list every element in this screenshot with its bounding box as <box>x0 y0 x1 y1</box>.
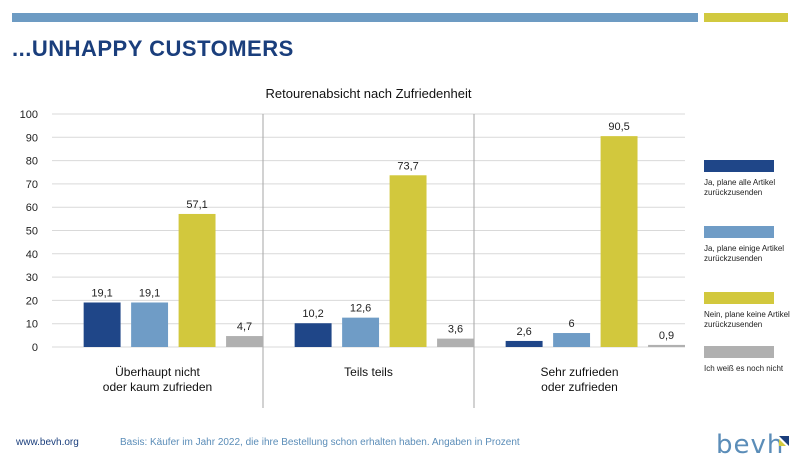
y-tick-label: 0 <box>32 342 38 354</box>
category-label: Überhaupt nicht oder kaum zufrieden <box>103 365 212 394</box>
bar <box>437 338 474 347</box>
legend-swatch <box>704 346 774 358</box>
bar <box>131 302 169 347</box>
page-title: ...UNHAPPY CUSTOMERS <box>12 36 294 61</box>
chart-title: Retourenabsicht nach Zufriedenheit <box>266 86 472 101</box>
data-label: 90,5 <box>608 121 629 133</box>
legend-label: Ich weiß es noch nicht <box>704 364 784 373</box>
category-label: Sehr zufrieden oder zufrieden <box>540 365 618 394</box>
bar <box>553 333 591 347</box>
top-accent-bar-yellow <box>704 13 788 22</box>
y-tick-label: 60 <box>26 202 38 214</box>
bar <box>389 175 427 347</box>
y-tick-label: 70 <box>26 179 38 191</box>
data-label: 0,9 <box>659 330 674 342</box>
bar <box>600 136 638 347</box>
legend-swatch <box>704 292 774 304</box>
legend-swatch <box>704 160 774 172</box>
bevh-logo: bevh <box>716 430 785 460</box>
data-label: 19,1 <box>139 287 160 299</box>
bar <box>226 336 263 347</box>
data-label: 19,1 <box>91 287 112 299</box>
data-label: 12,6 <box>350 303 371 315</box>
category-label: Teils teils <box>344 365 393 379</box>
data-label: 73,7 <box>397 160 418 172</box>
y-tick-label: 50 <box>26 226 38 238</box>
legend-item: Ja, plane einige Artikel zurückzusenden <box>704 226 794 264</box>
bar <box>178 213 216 347</box>
data-label: 4,7 <box>237 321 252 333</box>
bar <box>648 344 685 347</box>
legend-swatch <box>704 226 774 238</box>
legend-label: Ja, plane alle Artikel zurückzusenden <box>704 178 776 197</box>
data-label: 3,6 <box>448 324 463 336</box>
legend-item: Ja, plane alle Artikel zurückzusenden <box>704 160 794 198</box>
y-tick-label: 30 <box>26 272 38 284</box>
bar <box>505 340 543 347</box>
data-label: 10,2 <box>302 308 323 320</box>
footer-note: Basis: Käufer im Jahr 2022, die ihre Bes… <box>120 437 520 448</box>
legend-item: Nein, plane keine Artikel zurückzusenden <box>704 292 794 330</box>
logo-mark-icon <box>779 436 789 446</box>
bar <box>83 302 121 347</box>
y-tick-label: 40 <box>26 249 38 261</box>
legend-label: Ja, plane einige Artikel zurückzusenden <box>704 244 785 263</box>
bar <box>342 317 380 347</box>
top-accent-bar-blue <box>12 13 698 22</box>
data-label: 6 <box>569 318 575 330</box>
data-label: 57,1 <box>186 199 207 211</box>
legend-item: Ich weiß es noch nicht <box>704 346 794 374</box>
y-tick-label: 90 <box>26 132 38 144</box>
footer-url[interactable]: www.bevh.org <box>16 437 79 448</box>
y-tick-label: 10 <box>26 319 38 331</box>
y-tick-label: 20 <box>26 295 38 307</box>
bar <box>294 323 332 347</box>
data-label: 2,6 <box>516 326 531 338</box>
legend-label: Nein, plane keine Artikel zurückzusenden <box>704 310 790 329</box>
y-tick-label: 100 <box>20 109 38 121</box>
y-tick-label: 80 <box>26 156 38 168</box>
